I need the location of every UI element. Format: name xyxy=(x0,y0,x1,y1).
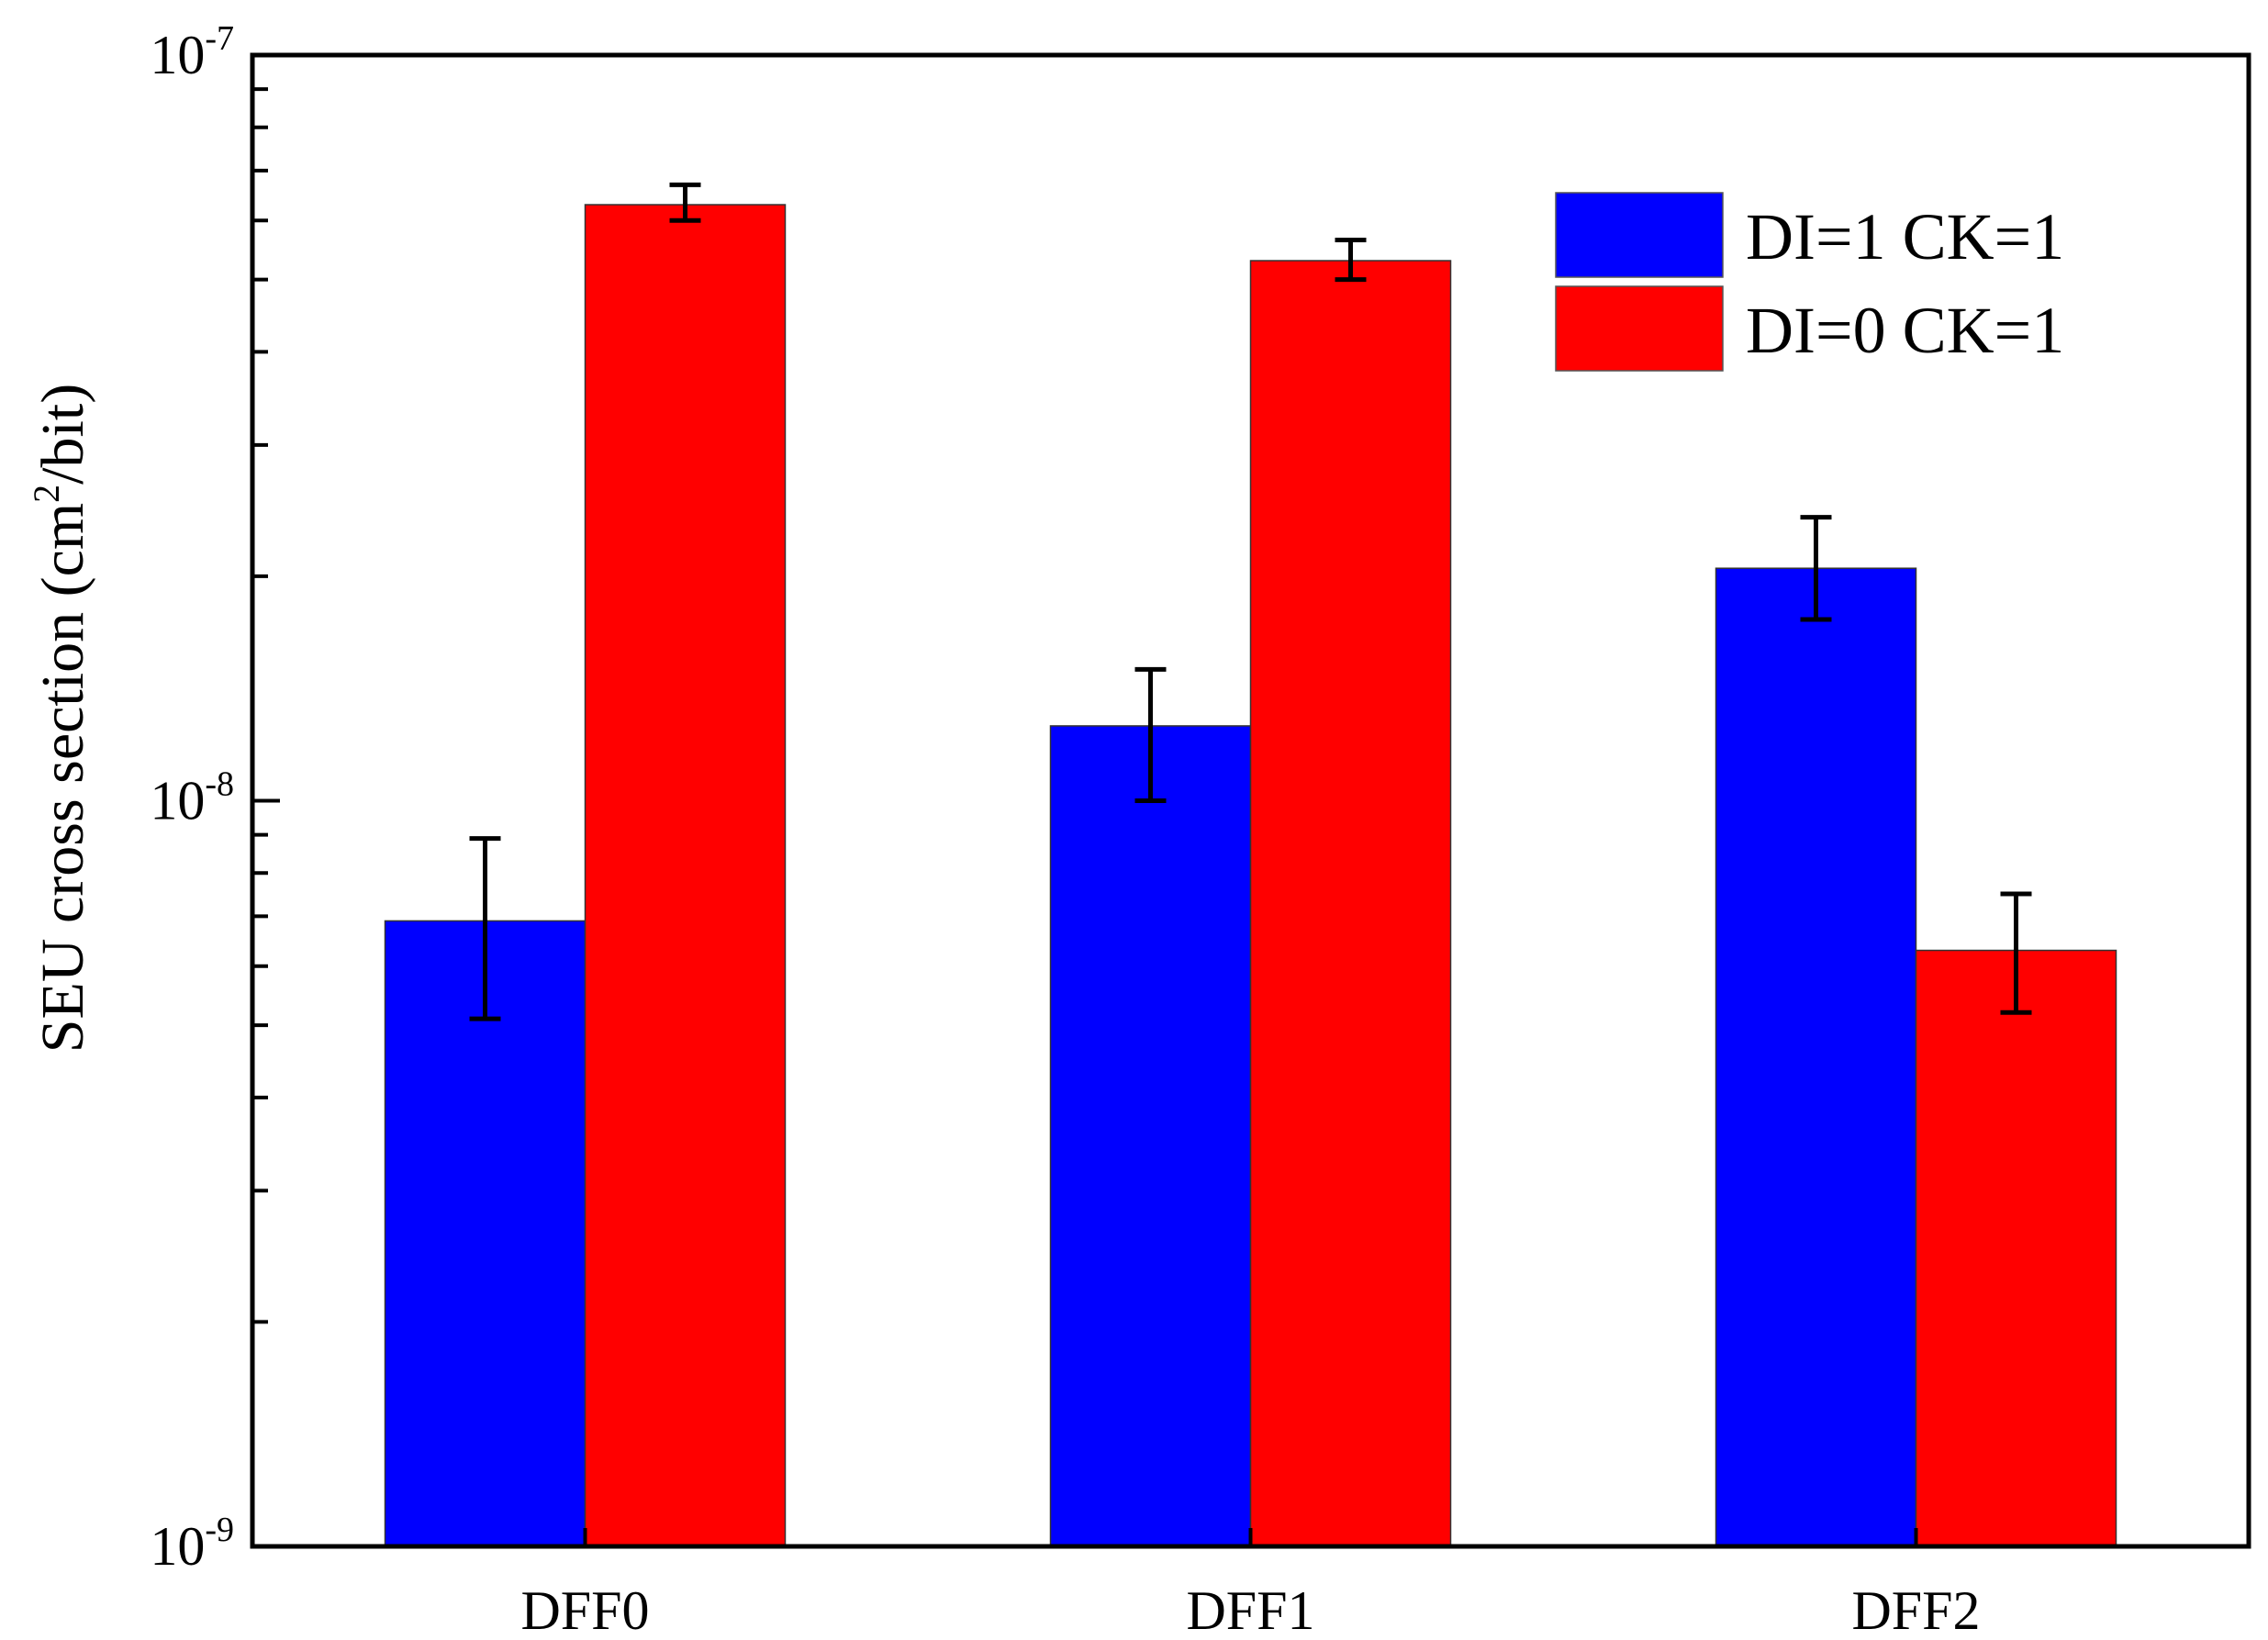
y-tick-base: 10 xyxy=(150,25,205,85)
y-tick-exponent: -7 xyxy=(205,19,234,58)
error-bar-dff2-series-0 xyxy=(1800,515,1832,622)
legend-swatch-di0-ck1 xyxy=(1555,285,1724,372)
y-axis-ticks xyxy=(252,53,1918,1548)
x-tick-label-dff1: DFF1 xyxy=(1186,1580,1314,1640)
error-bar-dff1-series-0 xyxy=(1134,666,1167,803)
error-bar-dff0-series-0 xyxy=(469,836,501,1021)
error-bar-dff1-series-1 xyxy=(1335,237,1367,283)
y-axis-title-superscript: 2 xyxy=(26,485,67,503)
y-tick-label: 10-8 xyxy=(150,765,234,831)
bar-dff0-series-0 xyxy=(384,920,587,1547)
x-axis-tick-labels: DFF0 DFF1 DFF2 xyxy=(520,1580,1980,1640)
legend: DI=1 CK=1 DI=0 CK=1 xyxy=(1555,192,2064,372)
bars-layer xyxy=(384,204,2117,1547)
y-tick-exponent: -8 xyxy=(205,765,234,804)
legend-swatch-di1-ck1 xyxy=(1555,192,1724,278)
error-bar-dff2-series-1 xyxy=(2000,891,2032,1015)
x-tick-label-dff2: DFF2 xyxy=(1851,1580,1980,1640)
y-tick-label: 10-7 xyxy=(150,19,234,85)
error-bars-layer xyxy=(469,182,2032,1021)
bar-dff2-series-0 xyxy=(1715,567,1917,1547)
bar-dff1-series-1 xyxy=(1249,260,1452,1547)
bar-dff0-series-1 xyxy=(584,204,787,1547)
y-axis-title: SEU cross section (cm2/bit) xyxy=(26,384,96,1053)
error-bar-dff0-series-1 xyxy=(669,182,701,223)
y-tick-base: 10 xyxy=(150,1516,205,1577)
y-axis-title-main: SEU cross section (cm xyxy=(29,503,96,1053)
x-tick-label-dff0: DFF0 xyxy=(520,1580,649,1640)
legend-label-di1-ck1: DI=1 CK=1 xyxy=(1746,200,2064,273)
y-tick-base: 10 xyxy=(150,771,205,831)
y-tick-label: 10-9 xyxy=(150,1511,234,1577)
bar-dff1-series-0 xyxy=(1049,725,1252,1547)
y-axis-tick-labels: 10-910-810-7 xyxy=(150,19,234,1577)
y-tick-exponent: -9 xyxy=(205,1511,234,1549)
bar-dff2-series-1 xyxy=(1915,949,2117,1547)
y-axis-title-unit: /bit) xyxy=(29,384,96,485)
legend-label-di0-ck1: DI=0 CK=1 xyxy=(1746,294,2064,367)
